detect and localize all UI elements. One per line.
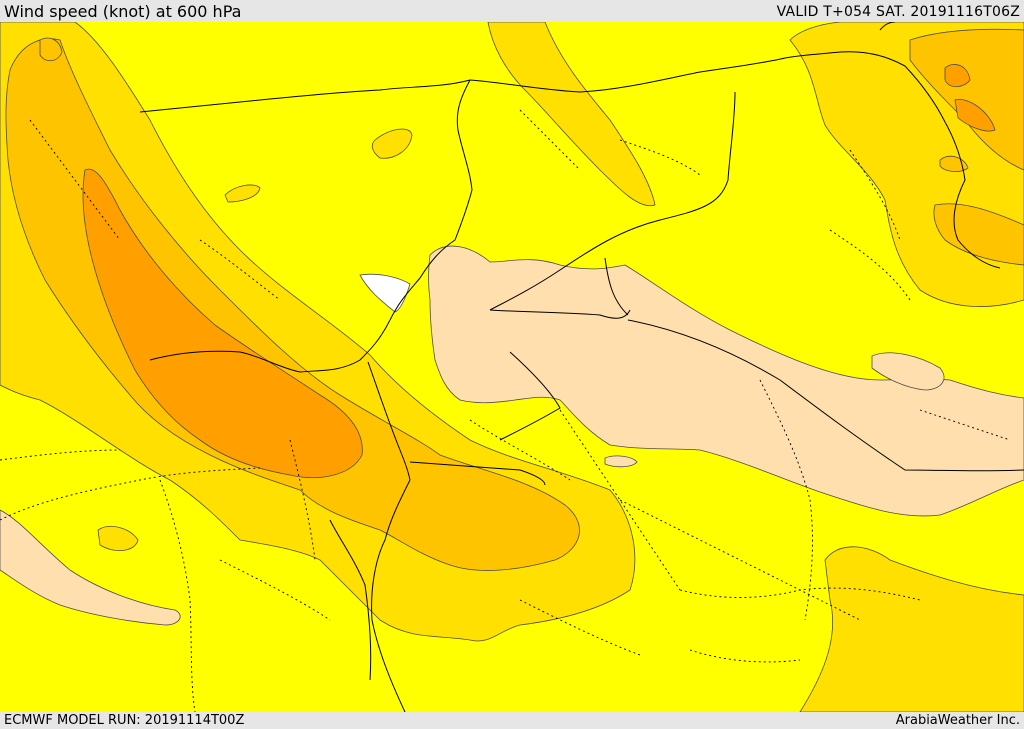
model-run: ECMWF MODEL RUN: 20191114T00Z bbox=[4, 713, 245, 728]
map-title: Wind speed (knot) at 600 hPa bbox=[4, 2, 242, 21]
valid-time: VALID T+054 SAT. 20191116T06Z bbox=[776, 4, 1020, 20]
title-bar: Wind speed (knot) at 600 hPa VALID T+054… bbox=[0, 0, 1024, 22]
map-canvas bbox=[0, 22, 1024, 712]
province-borders bbox=[0, 109, 1011, 712]
footer-bar: ECMWF MODEL RUN: 20191114T00Z ArabiaWeat… bbox=[0, 712, 1024, 729]
country-borders bbox=[139, 22, 1024, 712]
sea-gap bbox=[359, 273, 411, 313]
wind-band-level-4 bbox=[82, 64, 996, 478]
wind-speed-map bbox=[0, 22, 1024, 712]
credit: ArabiaWeather Inc. bbox=[895, 713, 1020, 728]
